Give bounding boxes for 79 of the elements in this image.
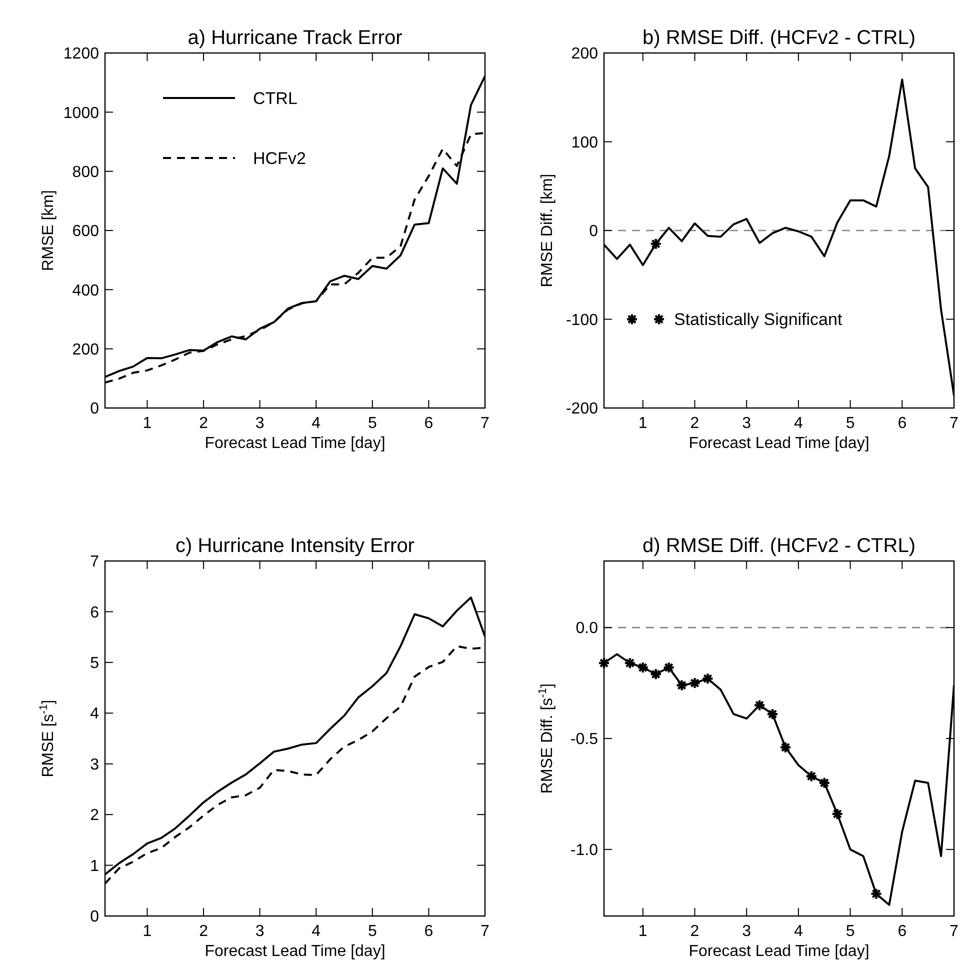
y-tick-label: -100	[566, 312, 598, 329]
x-tick-label: 6	[898, 923, 907, 940]
x-tick-label: 6	[424, 923, 434, 940]
chart-title: b) RMSE Diff. (HCFv2 - CTRL)	[642, 27, 916, 49]
y-tick-label: -1.0	[570, 842, 598, 860]
x-tick-label: 4	[312, 415, 321, 432]
point	[662, 661, 675, 674]
point	[766, 708, 779, 720]
point	[702, 672, 714, 685]
x-tick-label: 6	[898, 415, 907, 432]
point	[753, 699, 766, 712]
chart-title: a) Hurricane Track Error	[188, 27, 403, 49]
x-tick-label: 2	[690, 923, 700, 940]
point	[818, 776, 830, 789]
point	[650, 668, 662, 680]
point	[676, 679, 688, 692]
y-tick-label: 0	[90, 400, 100, 418]
point	[805, 770, 818, 782]
x-tick-label: 4	[794, 415, 803, 432]
legend-label: CTRL	[253, 88, 298, 108]
y-tick-label: 2	[90, 807, 100, 824]
y-tick-label: 5	[90, 655, 100, 672]
y-tick-label: 6	[90, 604, 100, 622]
x-tick-label: 7	[480, 415, 490, 432]
point	[870, 888, 882, 900]
y-tick-label: 4	[90, 706, 100, 723]
x-tick-label: 3	[742, 923, 752, 940]
y-tick-label: 200	[571, 46, 598, 63]
x-tick-label: 1	[142, 923, 152, 940]
x-tick-label: 1	[142, 415, 152, 432]
x-tick-label: 1	[638, 923, 648, 940]
x-tick-label: 2	[199, 923, 208, 940]
y-tick-label: 0	[589, 223, 598, 240]
x-tick-label: 7	[950, 923, 959, 940]
point	[636, 661, 649, 674]
x-tick-label: 3	[255, 923, 264, 940]
x-tick-label: 3	[255, 415, 264, 432]
y-tick-label: 7	[90, 554, 100, 571]
chart-title: c) Hurricane Intensity Error	[176, 535, 415, 557]
legend-label: HCFv2	[253, 148, 306, 168]
legend-label: Statistically Significant	[674, 310, 842, 330]
y-tick-label: 400	[72, 282, 100, 300]
x-tick-label: 2	[690, 415, 700, 432]
y-tick-label: 200	[72, 341, 100, 358]
x-tick-label: 4	[794, 923, 803, 940]
x-tick-label: 5	[368, 415, 377, 432]
y-tick-label: 800	[72, 164, 100, 181]
x-tick-label: 3	[742, 415, 752, 432]
x-tick-label: 5	[846, 923, 855, 940]
x-axis-title: Forecast Lead Time [day]	[688, 435, 870, 452]
x-tick-label: 5	[846, 415, 855, 432]
x-tick-label: 4	[312, 923, 321, 940]
point	[779, 741, 792, 754]
x-axis-title: Forecast Lead Time [day]	[204, 943, 386, 960]
y-tick-label: 0	[90, 908, 100, 926]
x-tick-label: 7	[480, 923, 490, 940]
y-tick-label: 100	[571, 134, 598, 152]
y-tick-label: 1200	[63, 46, 100, 63]
y-tick-label: 3	[90, 756, 100, 774]
point	[624, 656, 636, 670]
y-tick-label: -200	[566, 400, 598, 418]
x-tick-label: 6	[424, 415, 434, 432]
x-tick-label: 2	[199, 415, 208, 432]
point	[688, 676, 701, 690]
chart-title: d) RMSE Diff. (HCFv2 - CTRL)	[642, 535, 916, 557]
x-tick-label: 5	[368, 923, 377, 940]
point	[598, 656, 610, 670]
x-tick-label: 7	[950, 415, 959, 432]
y-tick-label: 600	[72, 223, 100, 240]
y-tick-label: 1	[90, 858, 100, 875]
y-axis-title: RMSE [km]	[40, 190, 57, 271]
y-tick-label: -0.5	[570, 731, 598, 748]
x-axis-title: Forecast Lead Time [day]	[688, 943, 870, 960]
y-tick-label: 0.0	[576, 620, 598, 638]
y-axis-title: RMSE Diff. [km]	[539, 174, 556, 288]
point	[831, 808, 844, 820]
y-tick-label: 1000	[63, 104, 100, 122]
x-tick-label: 1	[638, 415, 648, 432]
x-axis-title: Forecast Lead Time [day]	[204, 435, 386, 452]
